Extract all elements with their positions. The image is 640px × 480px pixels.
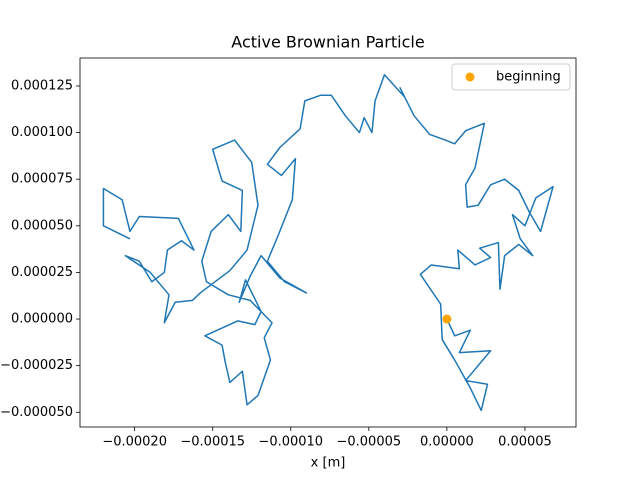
x-tick-label: 0.00000 (420, 435, 474, 450)
x-tick-label: −0.00015 (180, 435, 245, 450)
y-tick-label: 0.000075 (11, 172, 73, 187)
x-tick-label: 0.00005 (498, 435, 552, 450)
trajectory-line (102, 74, 554, 412)
y-tick-label: −0.000050 (0, 405, 73, 420)
y-tick-label: 0.000000 (11, 312, 73, 327)
legend-marker (465, 72, 475, 82)
y-tick-label: 0.000125 (11, 78, 73, 93)
plot-frame (79, 57, 577, 428)
y-tick-label: 0.000100 (11, 125, 73, 140)
x-tick-label: −0.00005 (336, 435, 401, 450)
x-tick-label: −0.00020 (102, 435, 167, 450)
x-axis-label: x [m] (311, 456, 346, 471)
start-marker (442, 314, 452, 324)
y-tick-label: −0.000025 (0, 358, 73, 373)
legend-box (451, 63, 571, 91)
y-tick-label: 0.000025 (11, 265, 73, 280)
chart-title: Active Brownian Particle (231, 33, 424, 52)
legend-label: beginning (496, 70, 561, 85)
x-tick-label: −0.00010 (258, 435, 323, 450)
y-tick-label: 0.000050 (11, 218, 73, 233)
